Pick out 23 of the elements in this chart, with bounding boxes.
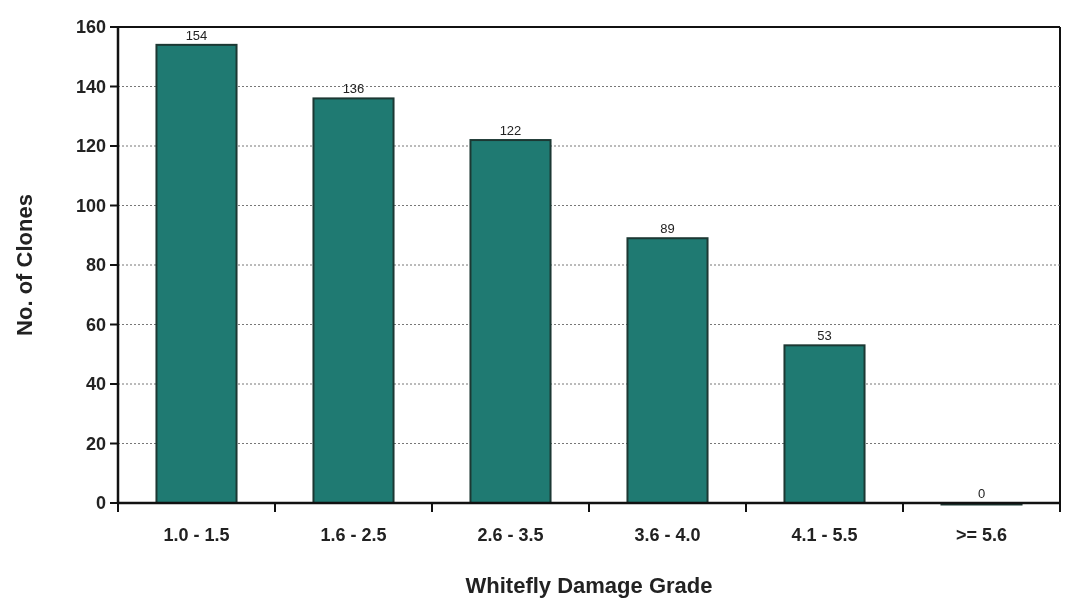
x-tick-label: 2.6 - 3.5 <box>477 525 544 545</box>
y-axis-title: No. of Clones <box>12 194 37 336</box>
y-tick-label: 100 <box>75 195 106 216</box>
y-tick-label: 120 <box>75 136 106 157</box>
y-tick-label: 60 <box>85 314 106 335</box>
data-label: 0 <box>977 486 986 501</box>
x-tick-label: 1.6 - 2.5 <box>320 525 387 545</box>
data-label: 122 <box>499 123 522 139</box>
y-tick-label: 80 <box>85 255 106 276</box>
y-tick-label: 20 <box>85 433 106 454</box>
y-tick-label: 40 <box>85 374 106 395</box>
y-tick-label: 0 <box>95 493 106 514</box>
data-label: 136 <box>342 81 365 97</box>
x-tick-label: 1.0 - 1.5 <box>163 525 230 545</box>
x-tick-label: 3.6 - 4.0 <box>634 525 701 545</box>
data-label: 53 <box>817 328 832 344</box>
y-tick-label: 160 <box>75 17 106 38</box>
x-axis-title: Whitefly Damage Grade <box>465 573 713 598</box>
data-label: 154 <box>185 27 208 43</box>
x-tick-label: >= 5.6 <box>955 525 1008 545</box>
x-tick-label: 4.1 - 5.5 <box>791 525 858 545</box>
data-label: 89 <box>660 221 675 237</box>
y-tick-label: 140 <box>75 76 106 97</box>
